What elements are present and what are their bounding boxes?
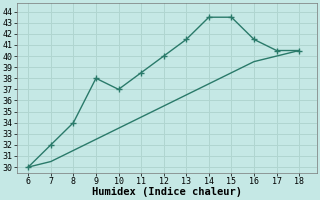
- X-axis label: Humidex (Indice chaleur): Humidex (Indice chaleur): [92, 187, 242, 197]
